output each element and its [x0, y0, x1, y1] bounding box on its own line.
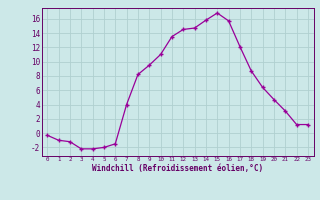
- X-axis label: Windchill (Refroidissement éolien,°C): Windchill (Refroidissement éolien,°C): [92, 164, 263, 173]
